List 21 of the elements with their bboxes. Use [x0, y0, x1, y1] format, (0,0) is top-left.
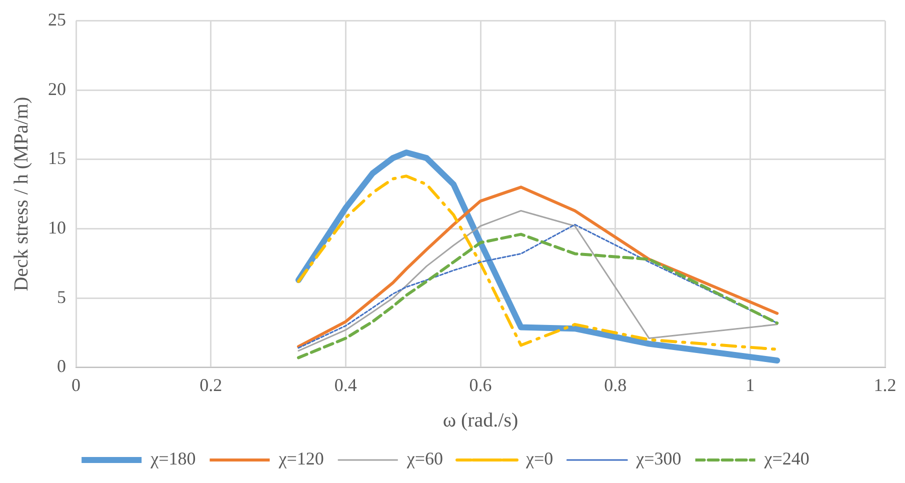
y-tick-label: 20	[48, 78, 66, 99]
legend-label: χ=180	[150, 448, 196, 469]
legend-label: χ=240	[763, 448, 810, 469]
legend-label: χ=0	[525, 448, 554, 469]
y-tick-label: 0	[57, 356, 66, 376]
x-tick-label: 0.6	[469, 374, 492, 395]
y-tick-label: 15	[48, 148, 66, 168]
legend-label: χ=300	[635, 448, 682, 469]
x-tick-label: 1.2	[874, 374, 896, 395]
y-tick-label: 10	[48, 217, 66, 238]
x-tick-label: 1	[746, 374, 755, 395]
legend-label: χ=120	[278, 448, 324, 469]
x-tick-label: 0	[72, 374, 80, 395]
x-tick-label: 0.2	[200, 374, 222, 395]
x-tick-label: 0.8	[604, 374, 627, 395]
x-axis-title: ω (rad./s)	[442, 409, 518, 432]
y-tick-label: 5	[57, 286, 66, 307]
y-axis-title: Deck stress / h (MPa/m)	[10, 96, 32, 292]
y-tick-label: 25	[48, 10, 66, 30]
legend-label: χ=60	[406, 448, 443, 469]
x-tick-label: 0.4	[334, 374, 357, 395]
